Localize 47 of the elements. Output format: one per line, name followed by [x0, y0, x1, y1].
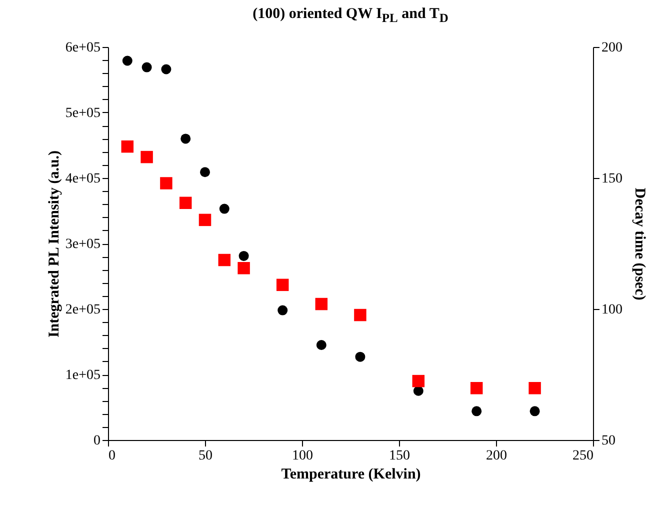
- point: [160, 177, 172, 190]
- point: [218, 254, 231, 266]
- y2-tick-label: 200: [602, 40, 622, 56]
- x-tick-label: 150: [389, 448, 410, 464]
- point: [278, 305, 288, 316]
- x-tick-label: 0: [108, 448, 116, 464]
- point: [315, 298, 328, 310]
- point: [238, 250, 249, 261]
- point: [470, 382, 483, 394]
- y2-tick-label: 150: [602, 172, 622, 186]
- y-tick-label: 0: [94, 434, 100, 448]
- point: [530, 406, 540, 416]
- y-tick-label: 3e+05: [65, 237, 100, 252]
- point: [528, 382, 541, 394]
- y2-tick-label: 100: [602, 302, 622, 318]
- y-axis-title: Integrated PL Intensity (a.u.): [46, 150, 62, 338]
- point: [200, 167, 210, 178]
- point: [142, 62, 152, 72]
- point: [161, 64, 172, 74]
- point: [179, 196, 192, 210]
- point: [219, 204, 230, 214]
- x-tick-label: 50: [198, 448, 212, 464]
- point: [412, 374, 425, 388]
- point: [354, 308, 366, 322]
- y-tick-label: 5e+05: [65, 106, 100, 121]
- point: [121, 140, 134, 153]
- point: [355, 352, 366, 362]
- point: [413, 386, 424, 396]
- x-tick-label: 200: [486, 448, 507, 464]
- point: [198, 214, 212, 226]
- y2-tick-label: 50: [602, 434, 616, 448]
- point: [140, 150, 153, 164]
- x-axis-title: Temperature (Kelvin): [281, 466, 421, 482]
- x-tick-label: 100: [292, 448, 313, 464]
- y-tick-label: 6e+05: [65, 40, 100, 56]
- point: [238, 262, 250, 274]
- point: [472, 406, 482, 416]
- point: [316, 340, 326, 350]
- chart-title: (100) oriented QW I$_{PL}$ and T$_{D}$: [252, 6, 450, 26]
- y-tick-label: 1e+05: [65, 368, 100, 383]
- point: [276, 278, 289, 292]
- point: [180, 134, 191, 144]
- y2-axis-title: Decay time (psec): [632, 188, 648, 300]
- point: [122, 56, 132, 66]
- y-tick-label: 4e+05: [65, 172, 100, 186]
- y-tick-label: 2e+05: [65, 302, 100, 318]
- x-tick-label: 250: [572, 448, 594, 464]
